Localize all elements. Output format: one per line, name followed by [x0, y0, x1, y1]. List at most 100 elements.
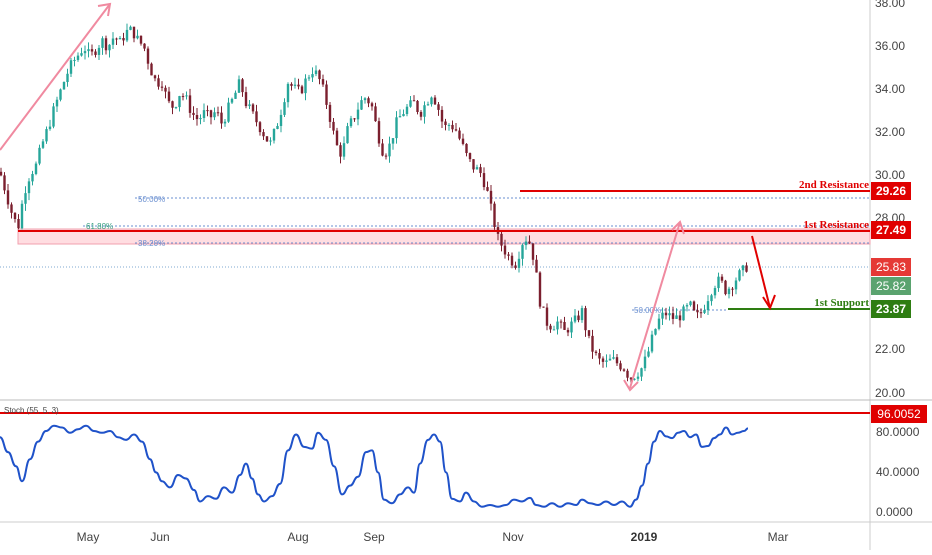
candle-body-130	[454, 129, 458, 131]
time-tick-sep: Sep	[363, 530, 385, 544]
candle-body-174	[608, 358, 612, 361]
candle-body-85	[297, 84, 300, 87]
candle-body-184	[643, 356, 647, 369]
candle-body-104	[363, 98, 367, 101]
candle-body-161	[563, 321, 566, 330]
candle-body-19	[66, 73, 69, 83]
candle-body-58	[202, 110, 206, 119]
candle-body-56	[195, 115, 199, 120]
candle-body-119	[416, 100, 419, 113]
candle-body-13	[45, 129, 48, 142]
candle-body-54	[188, 95, 192, 113]
candle-body-87	[304, 78, 307, 94]
first-resistance-label: 1st Resistance	[803, 219, 869, 231]
candle-body-92	[321, 79, 325, 85]
candle-body-61	[213, 112, 216, 118]
candle-body-39	[136, 35, 139, 39]
candle-body-47	[164, 87, 167, 92]
candle-body-82	[286, 83, 290, 103]
candle-body-96	[335, 130, 339, 146]
candle-body-162	[566, 329, 570, 333]
candle-body-172	[601, 358, 605, 362]
candle-body-193	[675, 315, 678, 319]
fib-label-low: 38.20%	[138, 239, 165, 248]
candle-body-51	[178, 96, 181, 108]
candle-body-154	[538, 272, 542, 307]
candle-body-21	[73, 59, 76, 61]
candle-body-69	[241, 79, 244, 93]
candle-body-202	[706, 301, 710, 311]
candle-body-176	[615, 357, 619, 364]
candle-body-182	[636, 376, 640, 379]
candle-body-171	[598, 353, 601, 359]
price-tag-1st-support: 23.87	[871, 300, 911, 318]
candle-body-166	[580, 308, 584, 321]
candle-body-44	[153, 75, 157, 79]
candle-body-139	[486, 187, 489, 191]
candle-body-210	[734, 280, 738, 290]
candle-body-26	[90, 49, 94, 52]
candle-body-107	[374, 106, 377, 122]
candle-body-155	[542, 306, 545, 308]
candle-body-27	[94, 51, 97, 55]
candle-body-179	[626, 370, 629, 378]
candle-body-170	[594, 351, 598, 354]
candle-body-158	[552, 329, 556, 331]
price-tick-34: 34.00	[875, 82, 905, 96]
candle-body-141	[493, 203, 496, 228]
candle-body-77	[269, 140, 272, 142]
candle-body-7	[24, 193, 27, 204]
candle-body-48	[167, 91, 171, 102]
candle-body-76	[265, 136, 269, 142]
candle-body-169	[591, 335, 594, 352]
candle-body-201	[703, 310, 706, 313]
candle-body-70	[244, 92, 248, 107]
candle-body-151	[528, 241, 531, 244]
candle-body-15	[52, 106, 55, 127]
candle-body-207	[724, 280, 727, 295]
candle-body-116	[405, 106, 409, 115]
price-tick-20: 20.00	[875, 386, 905, 400]
price-tag-prev-text: 25.82	[876, 279, 906, 293]
candle-body-41	[143, 43, 146, 49]
candle-body-25	[87, 49, 90, 52]
candle-body-103	[360, 100, 363, 110]
candle-body-11	[38, 147, 41, 164]
candle-body-211	[738, 270, 741, 281]
price-tick-22: 22.00	[875, 342, 905, 356]
candle-body-101	[353, 118, 356, 120]
candle-body-38	[132, 26, 136, 39]
price-tick-32: 32.00	[875, 125, 905, 139]
candle-body-189	[661, 312, 664, 319]
candle-body-195	[682, 306, 685, 321]
candle-body-143	[500, 233, 503, 246]
candle-body-24	[83, 51, 87, 54]
stoch-indicator-label: Stoch (55, 5, 3)	[4, 406, 59, 415]
candle-body-81	[283, 102, 286, 115]
candle-body-71	[248, 104, 251, 107]
price-tick-30: 30.00	[875, 168, 905, 182]
candle-body-59	[206, 110, 209, 112]
candle-body-1	[3, 175, 6, 191]
candle-body-46	[160, 86, 164, 88]
candle-body-65	[227, 102, 230, 122]
candle-body-208	[727, 288, 731, 295]
candle-body-124	[433, 97, 437, 105]
first-support-label: 1st Support	[814, 297, 869, 309]
candle-body-42	[146, 48, 150, 64]
candle-body-67	[234, 92, 237, 99]
candle-body-35	[122, 37, 125, 41]
candle-body-106	[370, 103, 374, 107]
time-tick-nov: Nov	[502, 530, 523, 544]
time-tick-may: May	[77, 530, 100, 544]
candle-body-40	[139, 35, 143, 44]
candle-body-129	[451, 124, 454, 130]
candle-body-63	[220, 112, 223, 124]
candle-body-49	[171, 101, 174, 108]
candle-body-126	[440, 109, 444, 122]
stoch-line	[0, 424, 749, 508]
candle-body-99	[346, 126, 349, 144]
time-tick-aug: Aug	[287, 530, 308, 544]
stoch-tick-0: 0.0000	[876, 505, 913, 519]
candle-body-192	[671, 313, 675, 319]
